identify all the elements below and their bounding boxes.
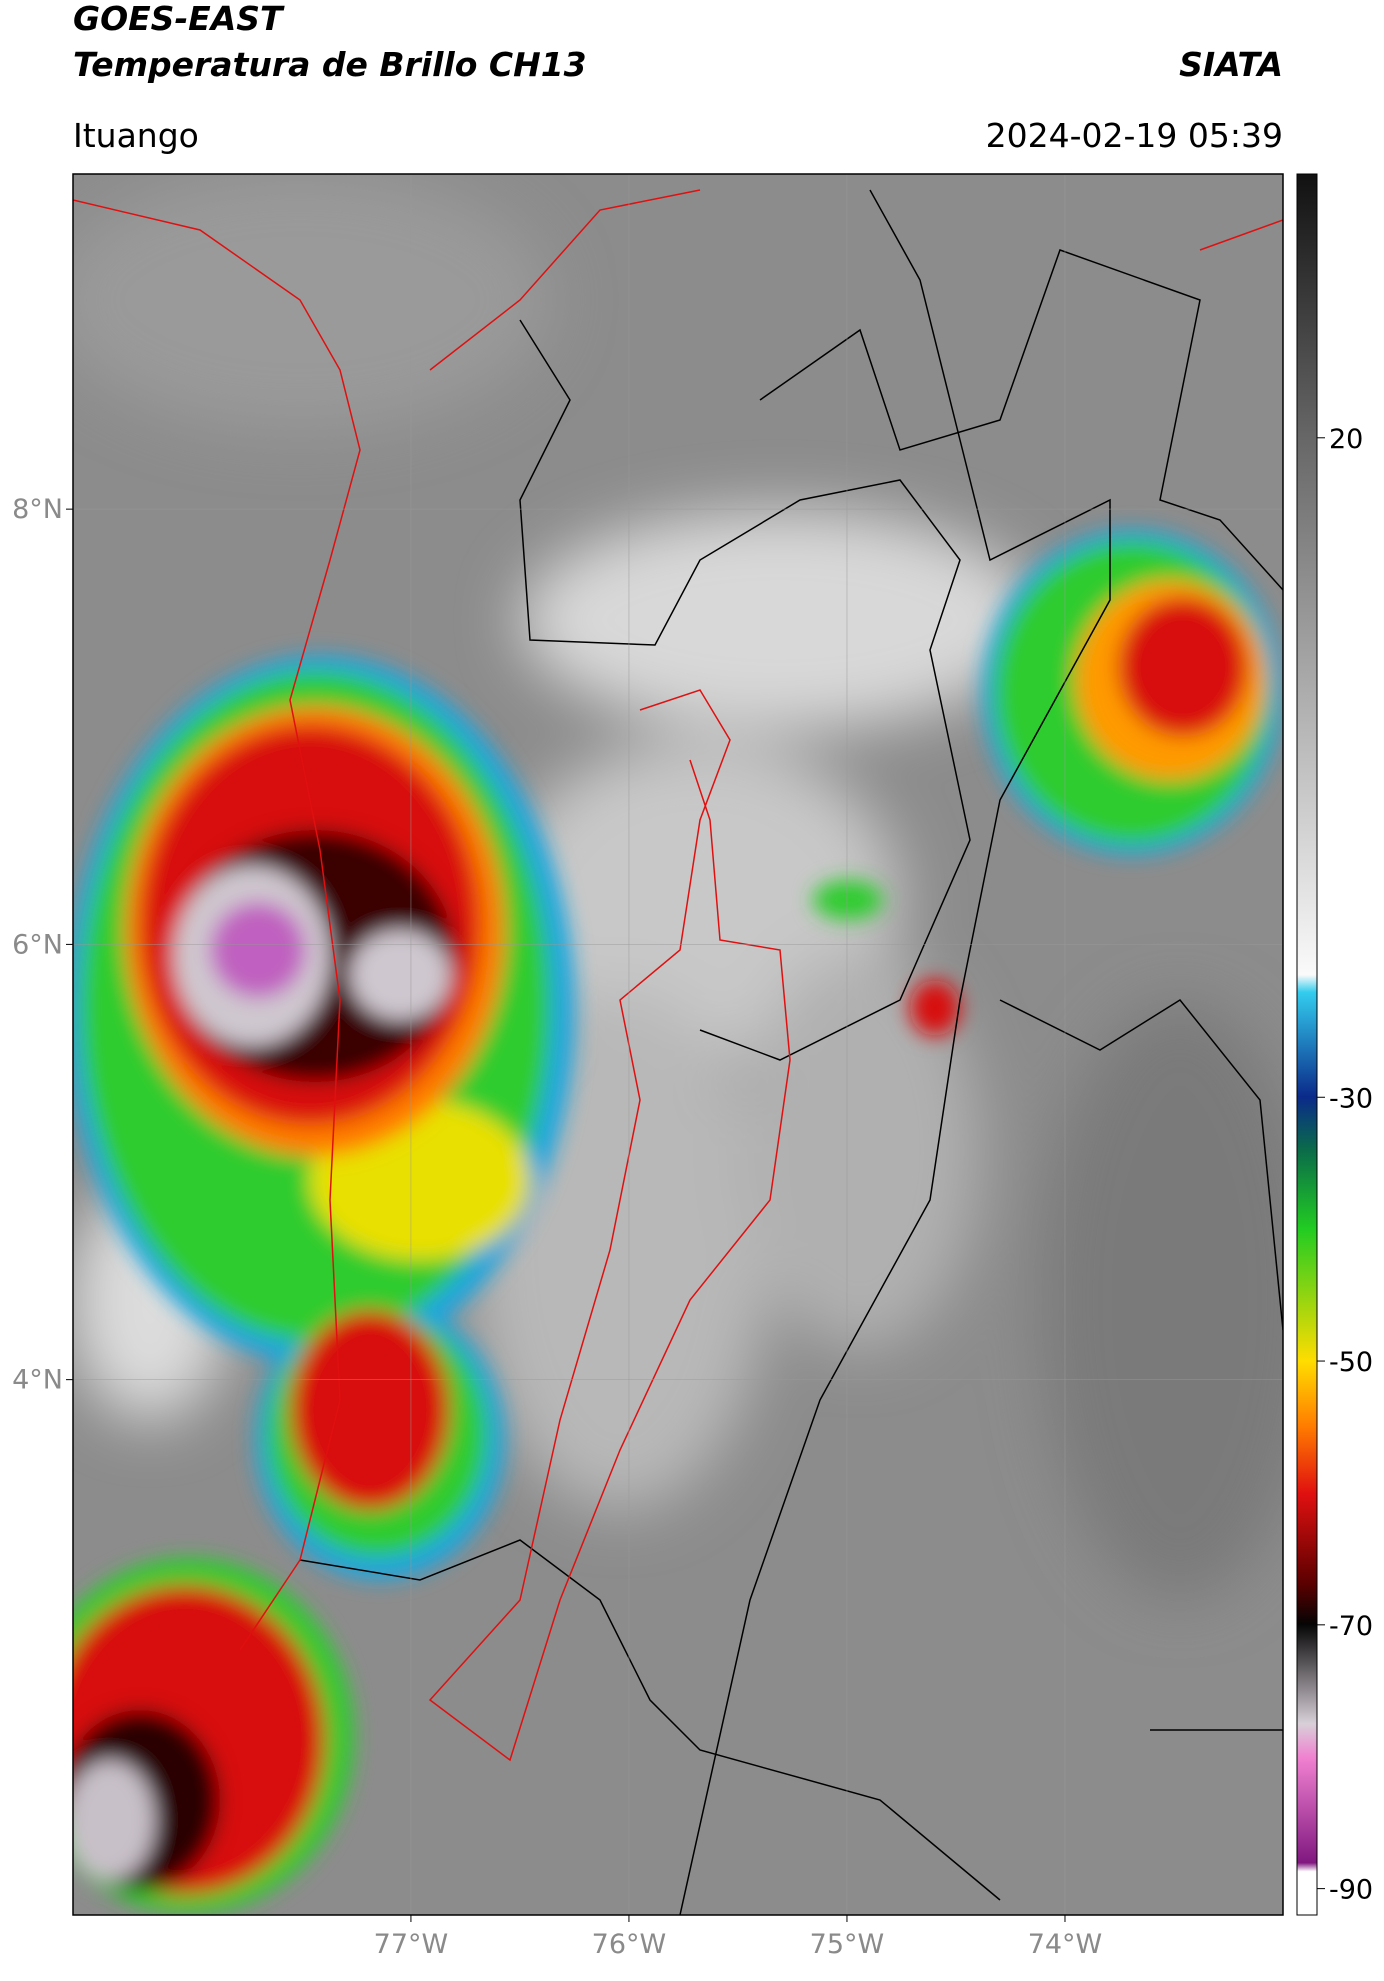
title: GOES-EAST bbox=[73, 0, 285, 38]
y-tick-label: 4°N bbox=[12, 1365, 63, 1396]
graticule bbox=[73, 174, 1283, 1915]
x-tick-label: 74°W bbox=[1028, 1929, 1103, 1960]
plot-frame bbox=[72, 173, 1284, 1916]
colorbar bbox=[1296, 173, 1318, 1916]
borders-red bbox=[73, 189, 1283, 1762]
x-tick-label: 76°W bbox=[592, 1929, 667, 1960]
colorbar-tick-label: -70 bbox=[1329, 1611, 1373, 1642]
borders bbox=[299, 189, 1283, 1915]
storm-cells bbox=[73, 529, 1282, 1914]
colorbar-tick-label: -90 bbox=[1329, 1875, 1373, 1906]
y-tick-label: 6°N bbox=[12, 929, 63, 960]
x-tick-label: 77°W bbox=[374, 1929, 449, 1960]
map-imagery bbox=[73, 174, 1283, 1915]
y-tick-label: 8°N bbox=[12, 494, 63, 525]
location: Ituango bbox=[73, 116, 199, 155]
x-tick-label: 75°W bbox=[810, 1929, 885, 1960]
datetime: 2024-02-19 05:39 bbox=[986, 116, 1283, 155]
colorbar-tick-label: -30 bbox=[1329, 1083, 1373, 1114]
source: SIATA bbox=[1179, 45, 1283, 84]
subtitle: Temperatura de Brillo CH13 bbox=[73, 45, 587, 84]
colorbar-tick-label: 20 bbox=[1329, 424, 1363, 455]
colorbar-tick-label: -50 bbox=[1329, 1347, 1373, 1378]
